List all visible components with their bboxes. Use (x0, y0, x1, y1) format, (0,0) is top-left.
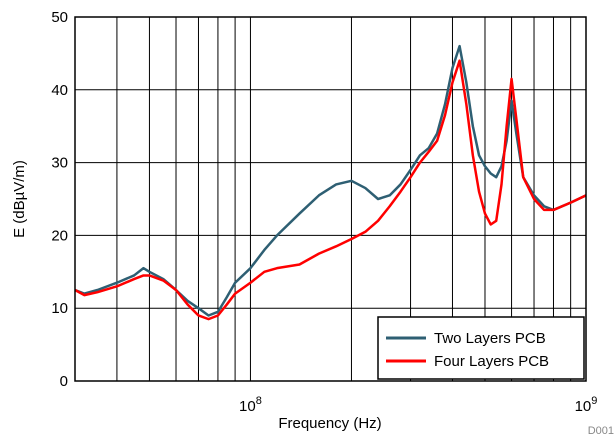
y-tick-label: 40 (51, 82, 68, 99)
plot-frame (74, 16, 587, 382)
x-tick-labels: 108 109 (239, 395, 597, 415)
y-tick-labels: 0 10 20 30 40 50 (51, 9, 68, 390)
legend-box (377, 316, 585, 380)
figure-id: D001 (588, 425, 614, 437)
x-tick-label: 108 (239, 395, 262, 415)
x-tick-label: 109 (575, 395, 598, 415)
series-line-four-layers (74, 59, 587, 321)
y-tick-label: 50 (51, 9, 68, 26)
y-tick-label: 0 (60, 373, 68, 390)
y-tick-label: 10 (51, 300, 68, 317)
x-axis-title: Frequency (Hz) (278, 415, 381, 432)
grid-lines (75, 17, 586, 381)
y-tick-label: 30 (51, 155, 68, 172)
legend-label-two-layers: Two Layers PCB (434, 330, 546, 347)
legend-label-four-layers: Four Layers PCB (434, 353, 549, 370)
legend: Two Layers PCB Four Layers PCB (377, 316, 585, 380)
y-axis-title: E (dBµV/m) (11, 160, 28, 238)
series-layer (74, 44, 587, 321)
y-tick-label: 20 (51, 227, 68, 244)
